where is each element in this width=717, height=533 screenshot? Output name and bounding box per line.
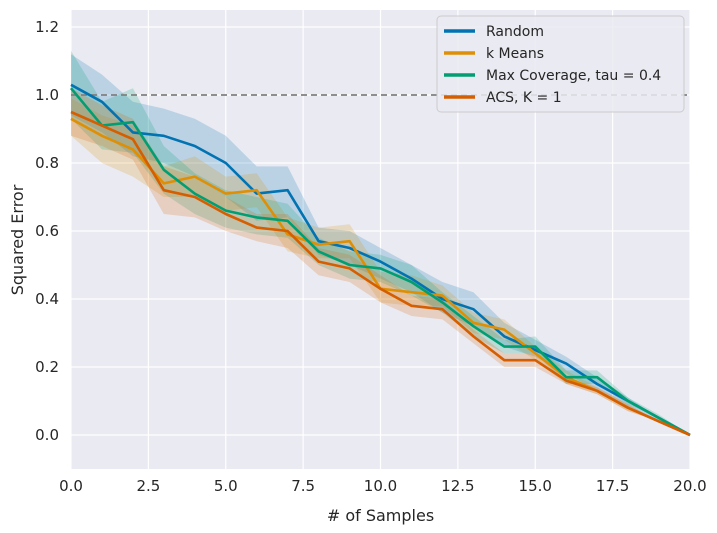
legend-entry: k Means <box>486 46 544 62</box>
y-tick-labels: 0.0 0.2 0.4 0.6 0.8 1.0 1.2 <box>35 18 59 444</box>
x-tick-label: 7.5 <box>291 477 315 495</box>
series-line-3 <box>70 110 691 437</box>
confidence-band-0 <box>71 54 690 435</box>
x-tick-label: 15.0 <box>519 477 552 495</box>
y-tick-label: 0.8 <box>35 154 59 172</box>
y-tick-label: 1.2 <box>35 18 59 36</box>
x-tick-label: 2.5 <box>136 477 160 495</box>
y-tick-label: 1.0 <box>35 86 59 104</box>
series-line-2 <box>69 87 691 437</box>
y-tick-label: 0.6 <box>35 222 59 240</box>
confidence-band-2 <box>71 50 690 436</box>
x-tick-labels: 0.0 2.5 5.0 7.5 10.0 12.5 15.0 17.5 20.0 <box>59 477 707 495</box>
x-tick-label: 12.5 <box>441 477 474 495</box>
y-tick-label: 0.0 <box>35 426 59 444</box>
legend-entry: Max Coverage, tau = 0.4 <box>486 68 661 84</box>
x-axis-label: # of Samples <box>327 506 434 525</box>
x-tick-label: 10.0 <box>364 477 397 495</box>
y-axis-label: Squared Error <box>8 184 27 295</box>
y-tick-label: 0.2 <box>35 358 59 376</box>
legend-entry: ACS, K = 1 <box>486 90 562 106</box>
legend-entry: Random <box>486 24 544 40</box>
x-tick-label: 17.5 <box>596 477 629 495</box>
legend: Random k Means Max Coverage, tau = 0.4 ACS,… <box>436 15 685 113</box>
y-tick-label: 0.4 <box>35 290 59 308</box>
legend-box <box>436 15 685 113</box>
series-lines <box>69 83 691 437</box>
x-tick-label: 20.0 <box>673 477 706 495</box>
x-tick-label: 0.0 <box>59 477 83 495</box>
x-tick-label: 5.0 <box>214 477 238 495</box>
